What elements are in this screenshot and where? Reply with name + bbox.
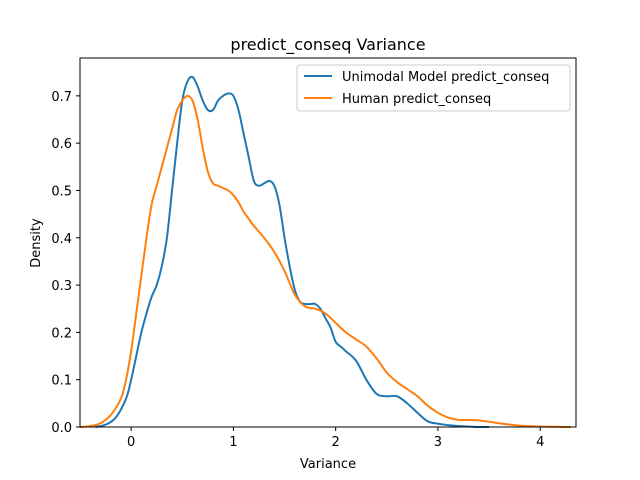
series-layer: [79, 75, 571, 429]
y-tick-label: 0.4: [51, 232, 72, 247]
y-axis-label: Density: [29, 218, 44, 268]
ticks-layer: 0 1 2 3 4 0.0 0.1 0.2 0.3 0.4 0.5 0.6 0.7: [51, 90, 544, 450]
y-tick-label: 0.3: [51, 279, 72, 294]
y-tick-label: 0.5: [51, 184, 72, 199]
x-tick-label: 0: [127, 435, 135, 450]
x-tick-label: 3: [434, 435, 442, 450]
chart-title: predict_conseq Variance: [230, 35, 425, 55]
x-axis-label: Variance: [300, 457, 356, 472]
y-tick-label: 0.2: [51, 326, 72, 341]
series-line-1: [79, 94, 571, 428]
x-tick-label: 2: [332, 435, 340, 450]
x-tick-label: 1: [229, 435, 237, 450]
legend-box: [296, 64, 571, 112]
y-tick-label: 0.1: [51, 374, 72, 389]
series-line-0: [95, 75, 490, 429]
x-tick-label: 4: [536, 435, 544, 450]
legend-label-human: Human predict_conseq: [342, 92, 491, 107]
plot-frame: [79, 57, 577, 428]
y-tick-label: 0.7: [51, 90, 72, 105]
y-tick-label: 0.0: [51, 421, 72, 436]
y-tick-label: 0.6: [51, 137, 72, 152]
legend: Unimodal Model predict_conseq Human pred…: [296, 64, 571, 112]
legend-label-unimodal: Unimodal Model predict_conseq: [342, 70, 549, 85]
